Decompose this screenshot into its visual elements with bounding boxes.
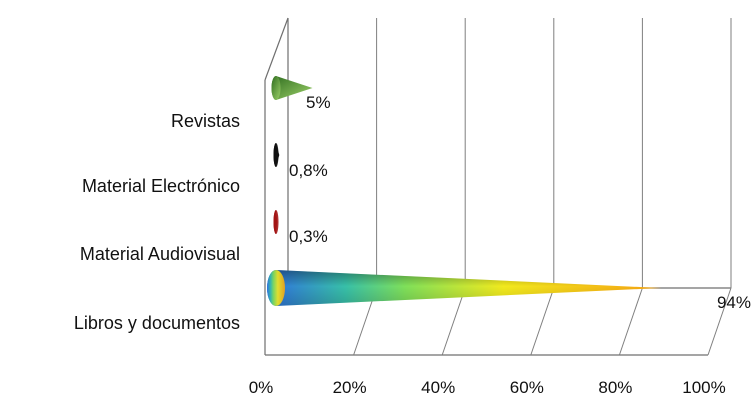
cone-bar	[271, 76, 313, 100]
data-labels: 5% 0,8% 0,3% 94%	[289, 93, 751, 312]
x-tick-label: 40%	[421, 378, 455, 397]
cone-bar-base	[273, 210, 279, 234]
category-labels: Revistas Material Electrónico Material Aud…	[74, 111, 240, 333]
x-tick-label: 100%	[682, 378, 725, 397]
cone-bar-shading	[267, 270, 662, 306]
gridline-floor	[707, 287, 732, 356]
category-label: Material Electrónico	[82, 176, 240, 196]
x-tick-label: 80%	[598, 378, 632, 397]
category-label: Material Audiovisual	[80, 244, 240, 264]
data-label: 5%	[306, 93, 331, 112]
gridline-floor	[530, 287, 555, 356]
cone-bar-base	[271, 76, 281, 100]
category-label: Libros y documentos	[74, 313, 240, 333]
cone-bar-base	[267, 270, 285, 306]
data-label: 94%	[717, 293, 751, 312]
gridlines	[353, 18, 732, 356]
category-label: Revistas	[171, 111, 240, 131]
x-tick-labels: 0% 20% 40% 60% 80% 100%	[249, 378, 726, 397]
chart-walls	[264, 17, 731, 356]
x-tick-label: 20%	[333, 378, 367, 397]
data-label: 0,8%	[289, 161, 328, 180]
x-tick-label: 60%	[510, 378, 544, 397]
cone-bar-base	[273, 143, 279, 167]
x-tick-label: 0%	[249, 378, 274, 397]
data-label: 0,3%	[289, 227, 328, 246]
gridline-floor	[441, 287, 466, 356]
side-wall-top-edge	[264, 17, 289, 81]
cone-bars	[267, 76, 662, 306]
gridline-floor	[618, 287, 643, 356]
